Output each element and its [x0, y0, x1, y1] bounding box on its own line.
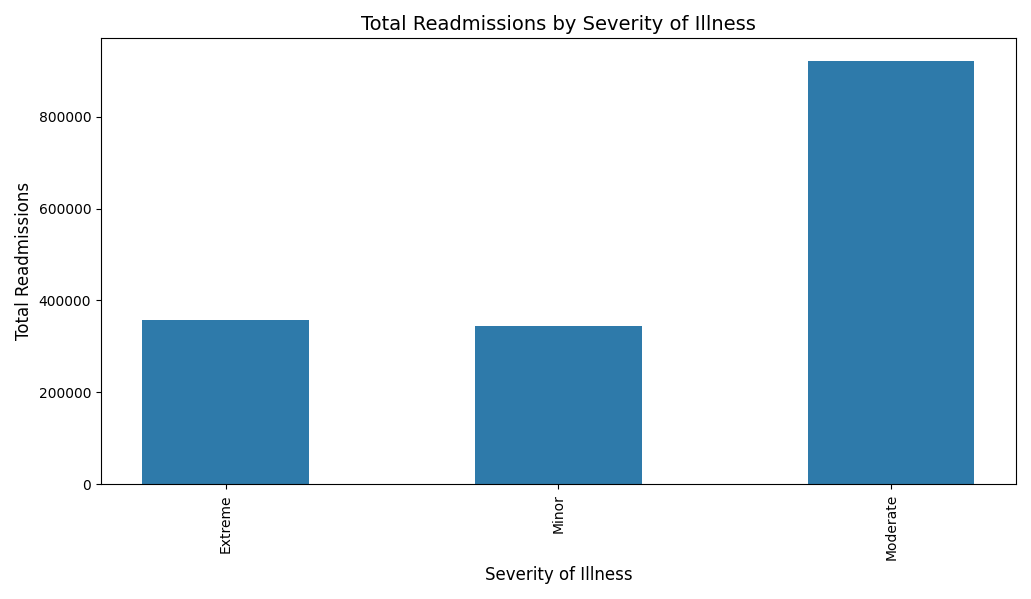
Title: Total Readmissions by Severity of Illness: Total Readmissions by Severity of Illnes… — [361, 15, 756, 34]
Bar — [475, 326, 641, 485]
Y-axis label: Total Readmissions: Total Readmissions — [15, 182, 33, 340]
Bar — [142, 320, 309, 485]
X-axis label: Severity of Illness: Severity of Illness — [485, 566, 632, 584]
Bar — [808, 61, 974, 485]
